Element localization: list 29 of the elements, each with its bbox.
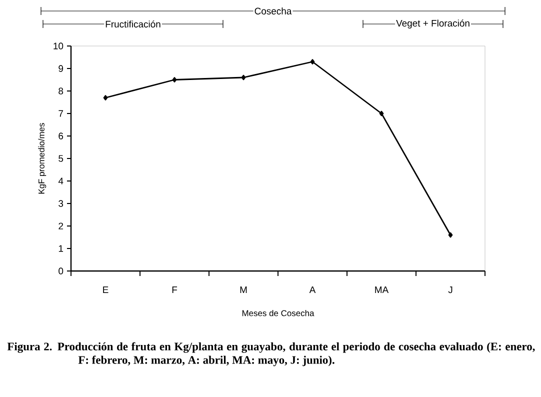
y-tick-label: 10 [54,42,64,50]
point [310,59,315,64]
y-tick-label: 1 [58,245,64,252]
point [103,95,108,100]
point [379,110,384,116]
y-tick-label: 5 [58,155,64,162]
x-axis-title: Meses de Cosecha [242,310,314,316]
x-tick-label: F [172,286,178,294]
x-tick-label: J [448,286,452,294]
y-tick-label: 0 [58,268,64,274]
x-tick-label: M [240,286,247,294]
y-tick-label: 7 [58,110,64,117]
y-tick-label: 3 [58,200,64,207]
y-tick-label: 4 [58,178,64,184]
text: Figura 2. Producción de fruta en Kg/planta en guayabo, durante el periodo de cosecha evaluado (E: enero, F: febrero, M: marzo, A: abril, MA: mayo, J: junio). [7,342,535,366]
y-tick-label: 9 [58,65,64,72]
x-tick-label: A [309,286,316,294]
point [172,77,177,82]
y-tick-label: 8 [58,88,64,94]
point [241,74,246,80]
point [448,232,453,238]
text: Cosecha [254,8,292,14]
x-tick-label: E [103,286,108,294]
y-tick-label: 6 [58,132,64,140]
y-axis-title: KgF promedio/mes [38,123,46,194]
text: Veget + Floración [396,20,470,28]
text: Fructificación [106,20,160,28]
x-tick-label: MA [375,286,389,294]
y-tick-label: 2 [58,222,64,230]
